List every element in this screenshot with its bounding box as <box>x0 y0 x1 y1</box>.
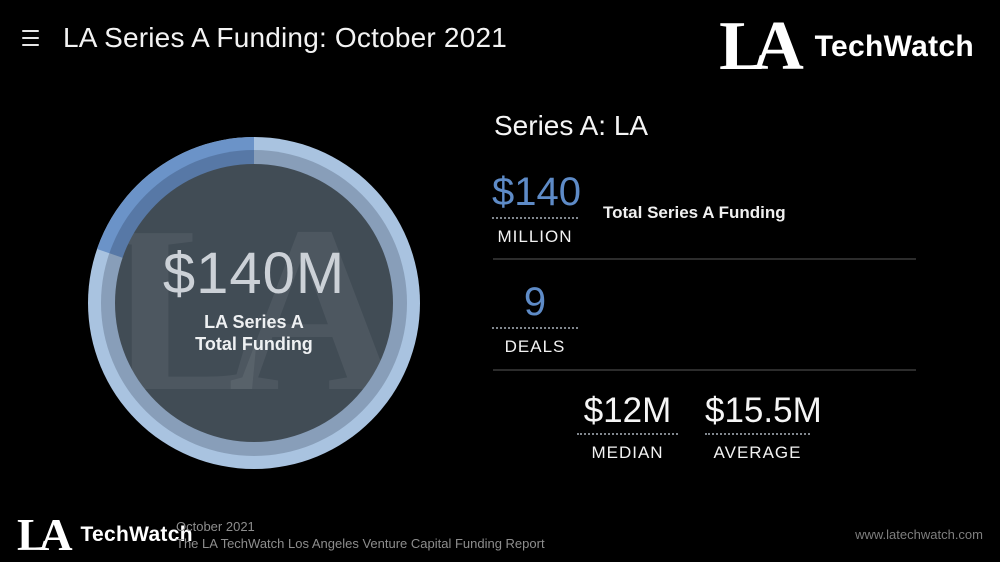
section-divider <box>493 369 916 371</box>
donut-center-text: $140M LA Series A Total Funding <box>88 131 420 469</box>
stat-total-funding-description: Total Series A Funding <box>603 203 786 222</box>
stat-deals: 9 DEALS <box>492 282 578 357</box>
stat-median: $12M MEDIAN <box>577 393 678 463</box>
donut-center-label: LA Series A Total Funding <box>195 312 313 356</box>
logo-la-monogram: LA <box>719 8 804 85</box>
footer-website: www.latechwatch.com <box>855 527 983 542</box>
dotted-divider <box>492 217 578 219</box>
section-divider <box>493 258 916 260</box>
menu-icon[interactable] <box>22 30 39 46</box>
footer-date: October 2021 <box>176 519 255 534</box>
stat-unit: MILLION <box>497 227 573 246</box>
footer-text: October 2021 The LA TechWatch Los Angele… <box>176 518 545 552</box>
stat-unit: DEALS <box>504 337 566 356</box>
donut-chart: LA $140M LA Series A Total Funding <box>88 137 420 469</box>
stat-value: 9 <box>523 280 547 324</box>
latechwatch-logo: LA TechWatch <box>719 12 974 82</box>
la-watermark: LA <box>115 178 393 441</box>
dotted-divider <box>577 433 678 435</box>
stat-unit: AVERAGE <box>713 443 802 462</box>
logo-la-monogram: LA <box>17 509 73 560</box>
watermark-clip: LA <box>115 164 393 442</box>
donut-center-label-line1: LA Series A <box>204 311 304 332</box>
donut-inner-circle <box>115 164 393 442</box>
latechwatch-footer-logo: LA TechWatch <box>17 512 193 558</box>
logo-name: TechWatch <box>80 523 193 546</box>
page-title: LA Series A Funding: October 2021 <box>63 22 508 53</box>
panel-heading: Series A: LA <box>494 110 649 141</box>
footer-report-title: The LA TechWatch Los Angeles Venture Cap… <box>176 536 545 551</box>
donut-center-label-line2: Total Funding <box>195 333 313 354</box>
stat-value: $15.5M <box>705 391 822 430</box>
donut-center-value: $140M <box>162 240 346 306</box>
donut-svg <box>88 137 420 469</box>
stat-value: $140 <box>492 170 581 214</box>
logo-name: TechWatch <box>814 30 974 63</box>
stat-unit: MEDIAN <box>591 443 664 462</box>
stat-average: $15.5M AVERAGE <box>705 391 822 463</box>
dotted-divider <box>492 327 578 329</box>
stat-total-funding: $140 MILLION <box>492 170 581 247</box>
dotted-divider <box>705 433 810 435</box>
stat-value: $12M <box>583 391 672 430</box>
